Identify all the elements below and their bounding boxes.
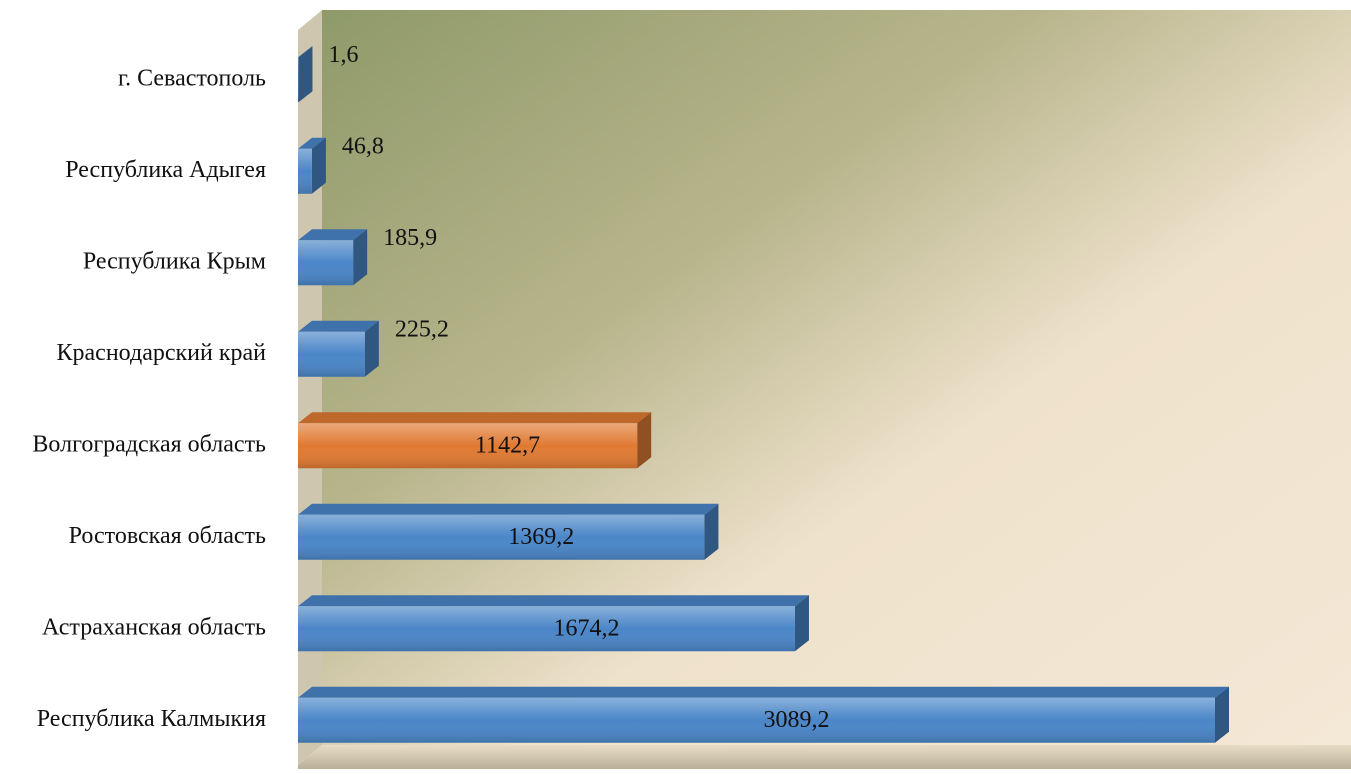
value-label: 1,6	[328, 42, 358, 68]
value-label: 1142,7	[475, 432, 540, 458]
category-label: Республика Калмыкия	[37, 706, 266, 732]
category-label: Республика Крым	[83, 248, 266, 274]
value-label: 46,8	[342, 133, 384, 159]
value-label: 1369,2	[508, 524, 574, 550]
value-label: 3089,2	[764, 707, 830, 733]
value-label: 225,2	[395, 316, 449, 342]
bar	[298, 321, 379, 377]
bar	[298, 229, 367, 285]
value-label: 1674,2	[553, 615, 619, 641]
bar	[298, 138, 326, 194]
category-label: Ростовская область	[69, 523, 266, 549]
category-label: Волгоградская область	[32, 431, 266, 457]
side-wall	[298, 10, 322, 765]
value-label: 185,9	[383, 225, 437, 251]
floor	[298, 745, 1351, 769]
category-label: г. Севастополь	[118, 65, 266, 91]
category-label: Астраханская область	[42, 614, 266, 640]
category-label: Краснодарский край	[57, 340, 267, 366]
category-label: Республика Адыгея	[65, 157, 266, 183]
